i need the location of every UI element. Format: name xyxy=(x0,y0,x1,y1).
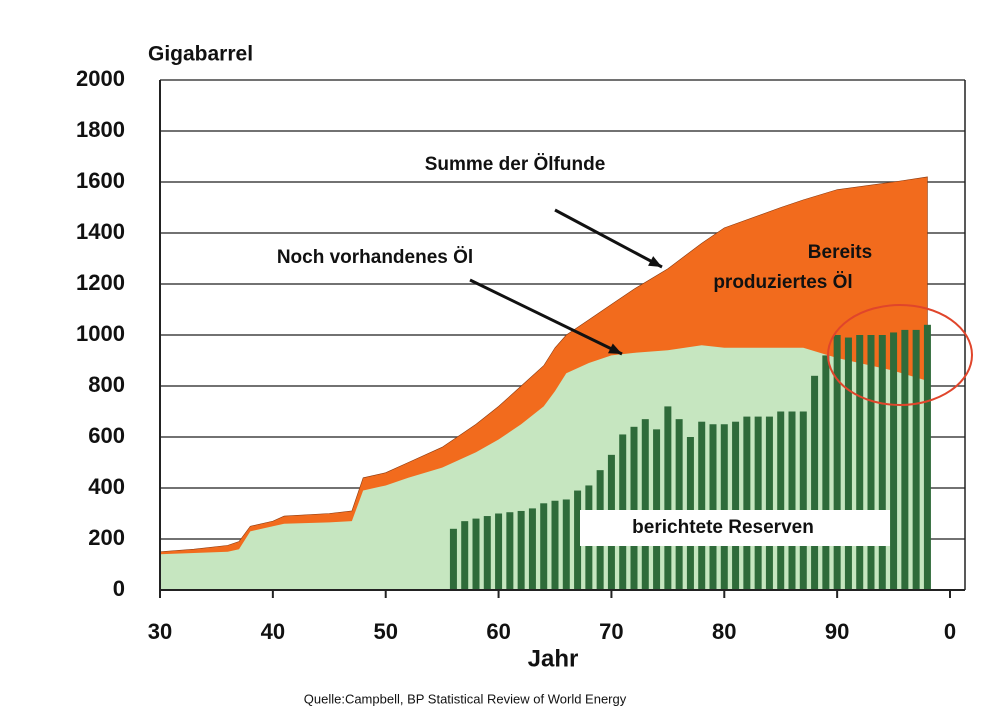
bar xyxy=(698,421,706,590)
bar xyxy=(754,416,762,590)
x-tick-label: 80 xyxy=(712,619,736,644)
bar xyxy=(551,500,559,590)
bar xyxy=(461,521,469,590)
bar xyxy=(664,406,672,590)
bar xyxy=(777,411,785,590)
y-tick-label: 800 xyxy=(88,372,125,397)
bar xyxy=(472,518,480,590)
bar xyxy=(540,503,548,590)
bar xyxy=(844,337,852,590)
bar xyxy=(675,419,683,590)
bar xyxy=(562,499,570,590)
highlight-circle xyxy=(827,304,973,406)
bar xyxy=(822,355,830,590)
arrow xyxy=(554,208,663,269)
y-tick-label: 2000 xyxy=(76,66,125,91)
y-tick-label: 200 xyxy=(88,525,125,550)
bar xyxy=(574,490,582,590)
annotation: Summe der Ölfunde xyxy=(425,154,606,175)
annotation: berichtete Reserven xyxy=(632,517,814,538)
bar xyxy=(653,429,661,590)
bar xyxy=(788,411,796,590)
bar xyxy=(867,335,875,590)
bar xyxy=(923,324,931,590)
bar xyxy=(517,510,525,590)
y-tick-label: 1600 xyxy=(76,168,125,193)
y-tick-label: 600 xyxy=(88,423,125,448)
label-box xyxy=(580,510,890,546)
bar xyxy=(811,375,819,590)
bar xyxy=(890,332,898,590)
bar xyxy=(709,424,717,590)
bar xyxy=(641,419,649,590)
bar xyxy=(483,516,491,590)
annotation: produziertes Öl xyxy=(713,272,852,293)
arrow-head xyxy=(648,256,662,267)
source: Quelle:Campbell, BP Statistical Review o… xyxy=(304,691,627,706)
x-tick-label: 0 xyxy=(944,619,956,644)
bar xyxy=(449,528,457,590)
bar xyxy=(743,416,751,590)
y-axis-title: Gigabarrel xyxy=(148,43,253,66)
bar xyxy=(912,329,920,590)
x-axis-title: Jahr xyxy=(528,645,579,672)
arrow xyxy=(469,278,623,356)
x-tick-label: 30 xyxy=(148,619,172,644)
x-tick-label: 70 xyxy=(599,619,623,644)
y-tick-label: 1000 xyxy=(76,321,125,346)
bar xyxy=(833,335,841,590)
bar xyxy=(506,512,514,590)
x-tick-label: 60 xyxy=(486,619,510,644)
annotation: Bereits xyxy=(808,242,872,263)
bar xyxy=(732,421,740,590)
y-tick-label: 1800 xyxy=(76,117,125,142)
y-tick-label: 0 xyxy=(113,576,125,601)
x-tick-label: 90 xyxy=(825,619,849,644)
annotation: Noch vorhandenes Öl xyxy=(277,247,473,268)
y-tick-label: 1200 xyxy=(76,270,125,295)
bar xyxy=(495,513,503,590)
bar xyxy=(765,416,773,590)
bar xyxy=(630,426,638,590)
bar xyxy=(878,335,886,590)
bar xyxy=(528,508,536,590)
bar xyxy=(901,329,909,590)
bar xyxy=(856,335,864,590)
y-tick-label: 400 xyxy=(88,474,125,499)
x-tick-label: 40 xyxy=(261,619,285,644)
x-tick-label: 50 xyxy=(373,619,397,644)
bar xyxy=(799,411,807,590)
arrow-head xyxy=(608,343,622,354)
y-tick-label: 1400 xyxy=(76,219,125,244)
bar xyxy=(720,424,728,590)
